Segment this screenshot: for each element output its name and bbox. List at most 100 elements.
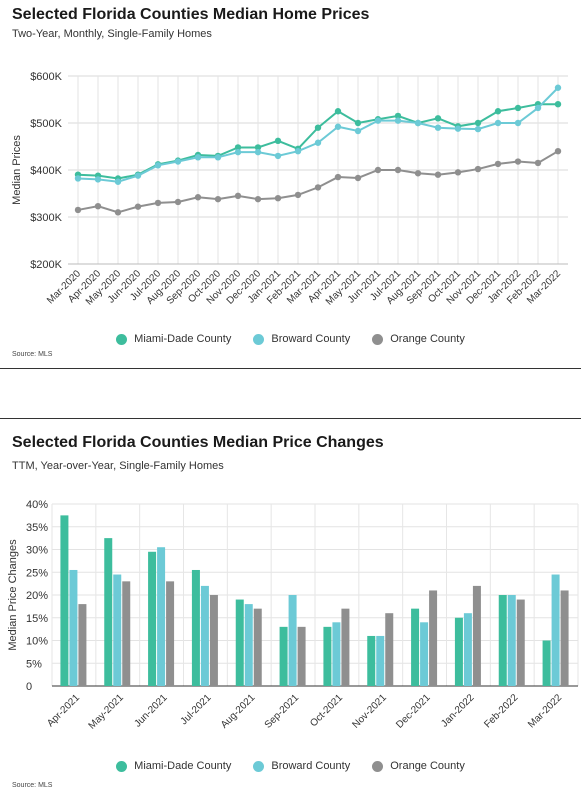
data-point-broward-county <box>274 152 282 160</box>
y-axis-label: Median Prices <box>11 135 23 205</box>
bar-miami-dade-county <box>411 608 420 686</box>
bar-orange-county <box>472 585 481 686</box>
x-tick-label: May-2021 <box>87 692 127 732</box>
y-tick-label: 30% <box>26 545 48 557</box>
legend-swatch-orange <box>372 760 384 772</box>
bar-orange-county <box>253 608 262 686</box>
data-point-broward-county <box>454 125 462 132</box>
data-point-broward-county <box>94 176 102 183</box>
bar-broward-county <box>157 547 166 686</box>
bar-orange-county <box>429 590 438 686</box>
data-point-broward-county <box>254 148 262 156</box>
data-point-miami-dade-county <box>354 119 362 127</box>
chart-title: Selected Florida Counties Median Price C… <box>12 434 384 451</box>
divider-line <box>0 368 581 369</box>
data-point-broward-county <box>334 123 342 130</box>
data-point-orange-county <box>334 173 342 181</box>
x-tick-label: Aug-2021 <box>219 692 258 731</box>
data-point-miami-dade-county <box>434 115 442 122</box>
data-point-broward-county <box>134 172 142 179</box>
chart-subtitle: TTM, Year-over-Year, Single-Family Homes <box>12 460 224 472</box>
y-tick-label: 40% <box>26 499 48 511</box>
data-point-orange-county <box>414 170 422 177</box>
data-point-orange-county <box>354 174 362 182</box>
chart-source: Source: MLS <box>12 351 53 358</box>
bar-broward-county <box>244 604 253 686</box>
data-point-orange-county <box>114 209 122 216</box>
data-point-broward-county <box>114 178 122 185</box>
data-point-miami-dade-county <box>334 108 342 115</box>
legend-label: Broward County <box>271 760 351 772</box>
legend-swatch-miami-dade <box>116 760 128 772</box>
data-point-broward-county <box>514 119 522 127</box>
bar-broward-county <box>376 635 385 686</box>
x-tick-label: Jun-2021 <box>132 692 170 730</box>
data-point-broward-county <box>354 127 362 135</box>
data-point-orange-county <box>274 195 282 202</box>
legend-label: Orange County <box>390 760 465 772</box>
bar-orange-county <box>166 581 175 686</box>
y-tick-label: 0 <box>26 681 32 693</box>
legend-item-broward: Broward County <box>253 760 350 772</box>
data-point-orange-county <box>394 166 402 174</box>
bar-miami-dade-county <box>542 640 551 686</box>
chart-source: Source: MLS <box>12 782 53 789</box>
bar-broward-county <box>551 574 560 686</box>
y-tick-label: $200K <box>30 259 62 271</box>
y-tick-label: 20% <box>26 590 48 602</box>
chart-subtitle: Two-Year, Monthly, Single-Family Homes <box>12 28 212 40</box>
legend-item-orange: Orange County <box>372 760 465 772</box>
bar-orange-county <box>122 581 131 686</box>
bar-broward-county <box>463 613 472 686</box>
data-point-miami-dade-county <box>234 144 242 151</box>
legend-item-miami-dade: Miami-Dade County <box>116 760 231 772</box>
bar-miami-dade-county <box>454 617 463 686</box>
x-tick-label: Nov-2021 <box>350 692 389 731</box>
bar-miami-dade-county <box>60 515 69 686</box>
data-point-broward-county <box>194 154 202 161</box>
legend-label: Broward County <box>271 333 351 345</box>
bar-broward-county <box>200 585 209 686</box>
bar-miami-dade-county <box>148 551 157 686</box>
data-point-orange-county <box>214 195 222 203</box>
data-point-broward-county <box>74 175 82 182</box>
data-point-miami-dade-county <box>274 137 282 145</box>
data-point-orange-county <box>314 184 322 191</box>
bar-broward-county <box>69 569 78 686</box>
x-tick-label: Mar-2022 <box>526 692 564 730</box>
y-tick-label: $500K <box>30 118 62 130</box>
data-point-broward-county <box>434 124 442 131</box>
data-point-broward-county <box>314 139 322 146</box>
bar-orange-county <box>297 626 306 686</box>
x-tick-label: Feb-2022 <box>482 692 520 730</box>
bar-orange-county <box>78 604 87 686</box>
y-tick-label: 15% <box>26 613 48 625</box>
bar-broward-county <box>507 595 516 686</box>
x-tick-label: Jan-2022 <box>439 692 477 730</box>
data-point-orange-county <box>494 160 502 168</box>
data-point-orange-county <box>434 171 442 178</box>
data-point-orange-county <box>134 203 142 210</box>
divider-line <box>0 418 581 419</box>
data-point-orange-county <box>74 206 82 214</box>
y-tick-label: 10% <box>26 636 48 648</box>
data-point-orange-county <box>294 191 302 199</box>
y-tick-label: 5% <box>26 658 42 670</box>
data-point-miami-dade-county <box>394 112 402 120</box>
data-point-orange-county <box>474 165 482 173</box>
bar-miami-dade-county <box>191 569 200 686</box>
legend-swatch-orange <box>372 333 384 345</box>
x-tick-label: Sep-2021 <box>263 692 302 731</box>
data-point-broward-county <box>214 154 222 161</box>
data-point-miami-dade-county <box>514 104 522 112</box>
chart-legend: Miami-Dade County Broward County Orange … <box>0 760 581 772</box>
data-point-orange-county <box>194 194 202 201</box>
x-tick-label: Apr-2021 <box>45 692 82 729</box>
data-point-orange-county <box>514 158 522 165</box>
bar-broward-county <box>420 622 429 686</box>
data-point-miami-dade-county <box>494 108 502 115</box>
bar-orange-county <box>209 595 218 686</box>
data-point-broward-county <box>234 148 242 156</box>
data-point-broward-county <box>554 84 562 91</box>
chart-title: Selected Florida Counties Median Home Pr… <box>12 6 370 23</box>
